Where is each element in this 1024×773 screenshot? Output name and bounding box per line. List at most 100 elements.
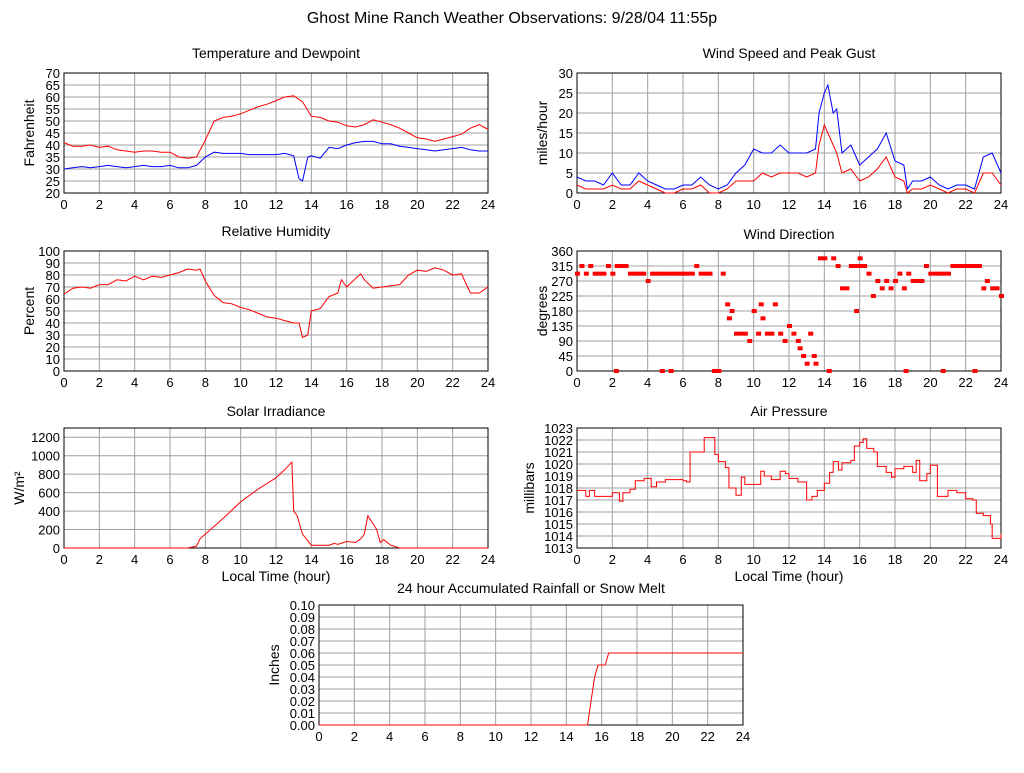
y-axis-label: Percent [21, 287, 37, 335]
x-tick-label: 6 [679, 375, 686, 390]
x-tick-label: 22 [958, 552, 972, 567]
data-point [940, 369, 946, 373]
data-point [990, 286, 996, 291]
data-point [976, 264, 982, 268]
y-tick-label: 1013 [544, 541, 573, 556]
x-tick-label: 18 [630, 729, 644, 744]
data-point [720, 271, 726, 276]
chart-title: Wind Speed and Peak Gust [703, 45, 876, 61]
x-tick-label: 6 [421, 729, 428, 744]
data-point [772, 302, 778, 307]
data-point [822, 256, 828, 261]
data-point [826, 369, 832, 373]
data-point [778, 331, 784, 336]
chart-title: Temperature and Dewpoint [192, 45, 360, 61]
y-tick-label: 1016 [544, 505, 573, 520]
x-tick-label: 6 [679, 552, 686, 567]
x-tick-label: 20 [410, 197, 424, 212]
y-tick-label: 80 [46, 268, 60, 283]
data-point [919, 279, 925, 283]
x-tick-label: 4 [131, 197, 138, 212]
x-tick-label: 14 [304, 552, 318, 567]
data-point [963, 264, 969, 268]
series-line-0 [63, 95, 489, 159]
y-tick-label: 400 [38, 504, 60, 519]
x-tick-label: 14 [559, 729, 573, 744]
data-point [813, 361, 819, 366]
data-point [923, 264, 929, 268]
x-tick-label: 12 [524, 729, 538, 744]
x-tick-label: 8 [715, 375, 722, 390]
data-point [758, 302, 764, 307]
y-tick-label: 30 [559, 66, 573, 81]
x-tick-label: 16 [339, 197, 353, 212]
data-point [605, 264, 611, 268]
x-tick-label: 20 [410, 375, 424, 390]
y-tick-label: 0.01 [290, 706, 315, 721]
x-tick-label: 2 [609, 197, 616, 212]
x-tick-label: 12 [269, 197, 283, 212]
x-tick-label: 16 [339, 552, 353, 567]
y-tick-label: 25 [559, 86, 573, 101]
data-point [734, 331, 739, 336]
x-tick-label: 18 [888, 375, 902, 390]
data-point [756, 331, 762, 336]
y-tick-label: 0.08 [290, 622, 315, 637]
y-tick-label: 20 [46, 186, 60, 201]
y-tick-label: 15 [559, 126, 573, 141]
y-tick-label: 360 [551, 244, 573, 259]
data-point [848, 264, 854, 268]
y-tick-label: 0.10 [290, 598, 315, 613]
data-point [614, 264, 620, 268]
x-tick-label: 0 [573, 375, 580, 390]
x-tick-label: 10 [233, 552, 247, 567]
data-point [760, 316, 766, 321]
x-tick-label: 4 [131, 552, 138, 567]
data-point [870, 294, 876, 298]
data-point [601, 271, 607, 276]
data-point [910, 279, 916, 283]
data-point [915, 279, 921, 283]
data-point [645, 279, 651, 283]
y-tick-label: 20 [46, 340, 60, 355]
y-tick-label: 0.06 [290, 646, 315, 661]
y-tick-label: 200 [38, 523, 60, 538]
data-point [811, 354, 817, 358]
series-line-0 [63, 267, 489, 339]
x-tick-label: 18 [888, 552, 902, 567]
x-tick-label: 20 [410, 552, 424, 567]
data-point [667, 271, 673, 276]
y-tick-label: 90 [559, 334, 573, 349]
data-point [729, 309, 735, 313]
data-point [946, 271, 951, 276]
data-point [579, 264, 585, 268]
x-tick-label: 0 [60, 375, 67, 390]
y-tick-label: 315 [551, 259, 573, 274]
x-axis-label: Local Time (hour) [222, 568, 331, 584]
x-tick-label: 2 [96, 375, 103, 390]
data-point [941, 271, 947, 276]
x-tick-label: 14 [304, 375, 318, 390]
data-point [817, 256, 823, 261]
data-point [854, 309, 860, 313]
data-point [804, 361, 810, 366]
y-tick-label: 50 [46, 114, 60, 129]
x-tick-label: 10 [233, 197, 247, 212]
y-tick-label: 0 [53, 541, 60, 556]
x-tick-label: 8 [202, 375, 209, 390]
y-tick-label: 45 [46, 126, 60, 141]
y-axis-label: W/m² [11, 471, 27, 505]
y-tick-label: 30 [46, 328, 60, 343]
data-point [628, 271, 633, 276]
data-point [764, 331, 770, 336]
y-axis-label: miles/hour [534, 100, 550, 165]
x-tick-label: 2 [351, 729, 358, 744]
x-tick-label: 22 [445, 197, 459, 212]
data-point [866, 271, 872, 276]
x-tick-label: 4 [644, 375, 651, 390]
data-point [769, 331, 775, 336]
y-tick-label: 1017 [544, 493, 573, 508]
data-point [689, 271, 695, 276]
